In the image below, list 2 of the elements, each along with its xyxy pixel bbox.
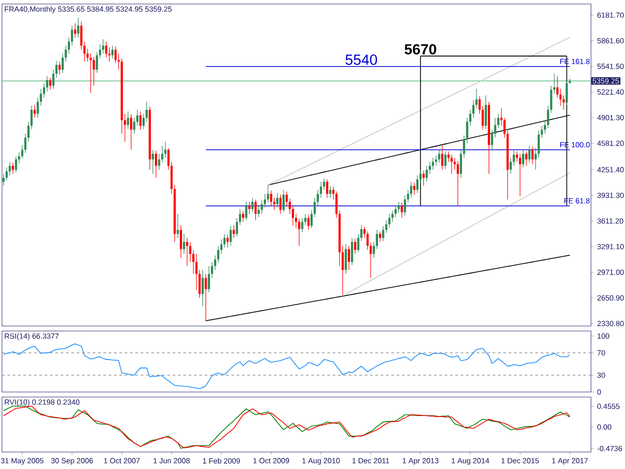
annotation: 5540 (346, 54, 378, 65)
annotation: 5670 (404, 44, 436, 54)
